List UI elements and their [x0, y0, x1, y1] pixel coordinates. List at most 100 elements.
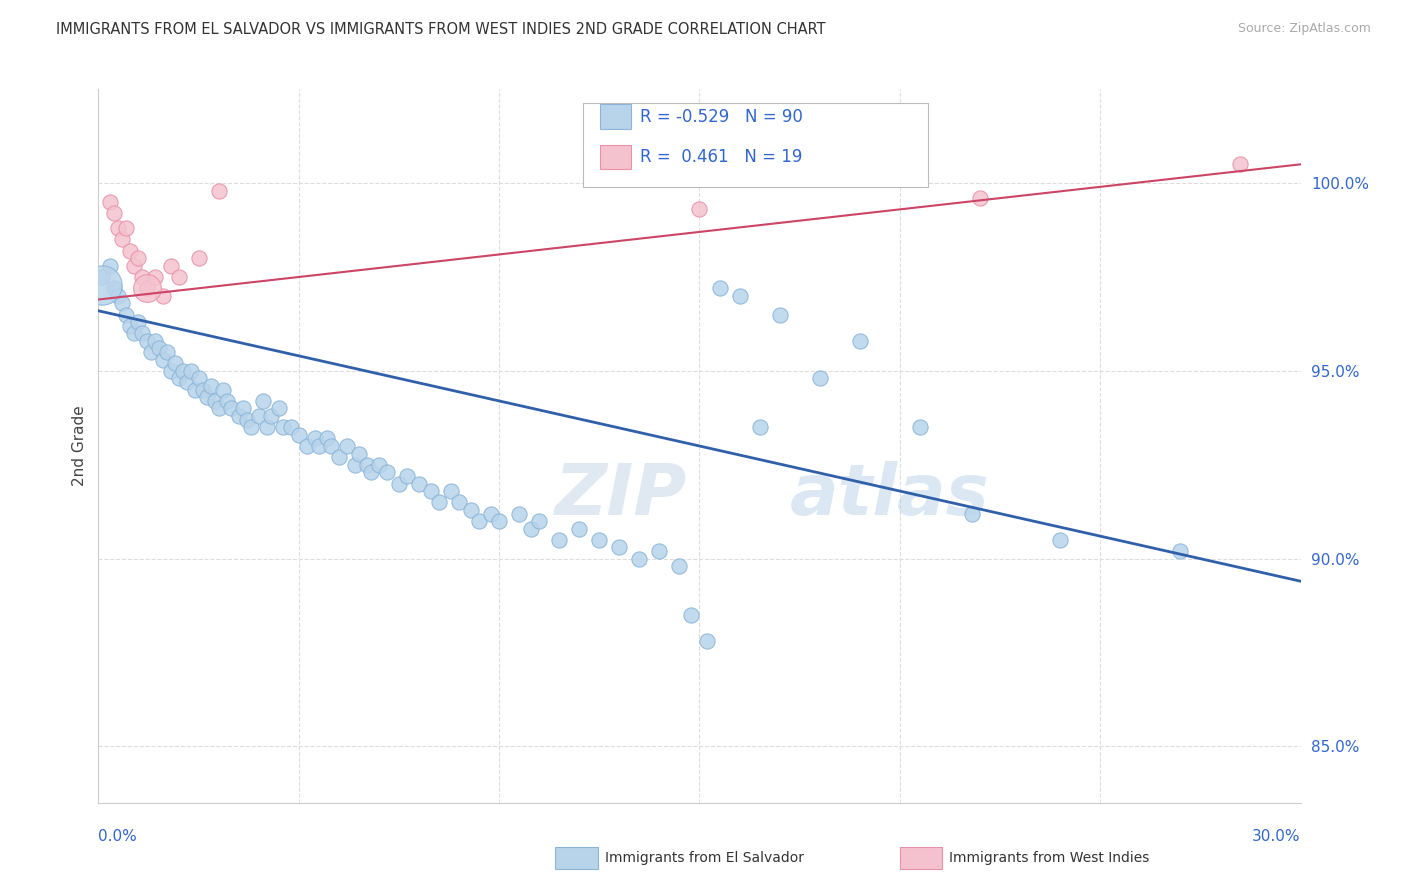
Point	[211, 383, 233, 397]
Point	[648, 544, 671, 558]
Point	[187, 371, 209, 385]
Text: 30.0%: 30.0%	[1253, 829, 1301, 844]
Point	[609, 541, 631, 555]
Point	[103, 206, 125, 220]
Point	[295, 439, 318, 453]
Point	[215, 393, 238, 408]
Point	[195, 390, 218, 404]
Point	[219, 401, 242, 416]
Point	[131, 270, 153, 285]
Point	[252, 393, 274, 408]
Point	[91, 270, 114, 285]
Point	[427, 495, 450, 509]
Point	[696, 634, 718, 648]
Point	[479, 507, 502, 521]
Point	[111, 232, 134, 246]
Text: Immigrants from West Indies: Immigrants from West Indies	[949, 851, 1150, 865]
Point	[395, 469, 418, 483]
Point	[356, 458, 378, 472]
Point	[529, 514, 551, 528]
Point	[728, 289, 751, 303]
Point	[849, 334, 872, 348]
Point	[628, 551, 651, 566]
Point	[709, 281, 731, 295]
Point	[187, 251, 209, 265]
Point	[204, 393, 226, 408]
Point	[247, 409, 270, 423]
Point	[135, 281, 157, 295]
Point	[1170, 544, 1192, 558]
Point	[808, 371, 831, 385]
Point	[336, 439, 359, 453]
Point	[131, 326, 153, 341]
Point	[360, 465, 382, 479]
Point	[111, 296, 134, 310]
Text: R = -0.529   N = 90: R = -0.529 N = 90	[640, 108, 803, 126]
Point	[447, 495, 470, 509]
Text: IMMIGRANTS FROM EL SALVADOR VS IMMIGRANTS FROM WEST INDIES 2ND GRADE CORRELATION: IMMIGRANTS FROM EL SALVADOR VS IMMIGRANT…	[56, 22, 825, 37]
Point	[908, 420, 931, 434]
Point	[288, 427, 311, 442]
Point	[176, 375, 198, 389]
Point	[488, 514, 510, 528]
Point	[163, 356, 186, 370]
Point	[748, 420, 770, 434]
Point	[159, 364, 181, 378]
Text: 0.0%: 0.0%	[98, 829, 138, 844]
Point	[152, 352, 174, 367]
Point	[520, 522, 543, 536]
Point	[183, 383, 205, 397]
Point	[191, 383, 214, 397]
Point	[568, 522, 591, 536]
Point	[180, 364, 202, 378]
Point	[508, 507, 530, 521]
Point	[960, 507, 983, 521]
Point	[139, 345, 162, 359]
Point	[260, 409, 283, 423]
Point	[200, 379, 222, 393]
Point	[120, 244, 142, 258]
Point	[159, 259, 181, 273]
Point	[124, 259, 146, 273]
Point	[208, 184, 231, 198]
Point	[588, 533, 610, 547]
Point	[228, 409, 250, 423]
Point	[769, 308, 792, 322]
Text: R =  0.461   N = 19: R = 0.461 N = 19	[640, 148, 801, 166]
Point	[172, 364, 194, 378]
Point	[155, 345, 177, 359]
Point	[548, 533, 571, 547]
Point	[319, 439, 342, 453]
Point	[135, 281, 157, 295]
Y-axis label: 2nd Grade: 2nd Grade	[72, 406, 87, 486]
Point	[668, 559, 690, 574]
Point	[124, 326, 146, 341]
Point	[107, 289, 129, 303]
Point	[120, 318, 142, 333]
Text: Immigrants from El Salvador: Immigrants from El Salvador	[605, 851, 804, 865]
Point	[239, 420, 262, 434]
Point	[91, 277, 114, 292]
Point	[375, 465, 398, 479]
Text: atlas: atlas	[790, 461, 990, 531]
Point	[368, 458, 391, 472]
Point	[347, 446, 370, 460]
Point	[280, 420, 302, 434]
Point	[681, 607, 703, 622]
Point	[1229, 157, 1251, 171]
Point	[468, 514, 491, 528]
Point	[128, 315, 150, 329]
Point	[969, 191, 991, 205]
Point	[460, 503, 482, 517]
Point	[135, 334, 157, 348]
Point	[420, 484, 443, 499]
Point	[689, 202, 711, 217]
Point	[143, 334, 166, 348]
Point	[440, 484, 463, 499]
Point	[103, 281, 125, 295]
Point	[315, 432, 337, 446]
Point	[308, 439, 330, 453]
Point	[100, 259, 122, 273]
Point	[115, 308, 138, 322]
Point	[152, 289, 174, 303]
